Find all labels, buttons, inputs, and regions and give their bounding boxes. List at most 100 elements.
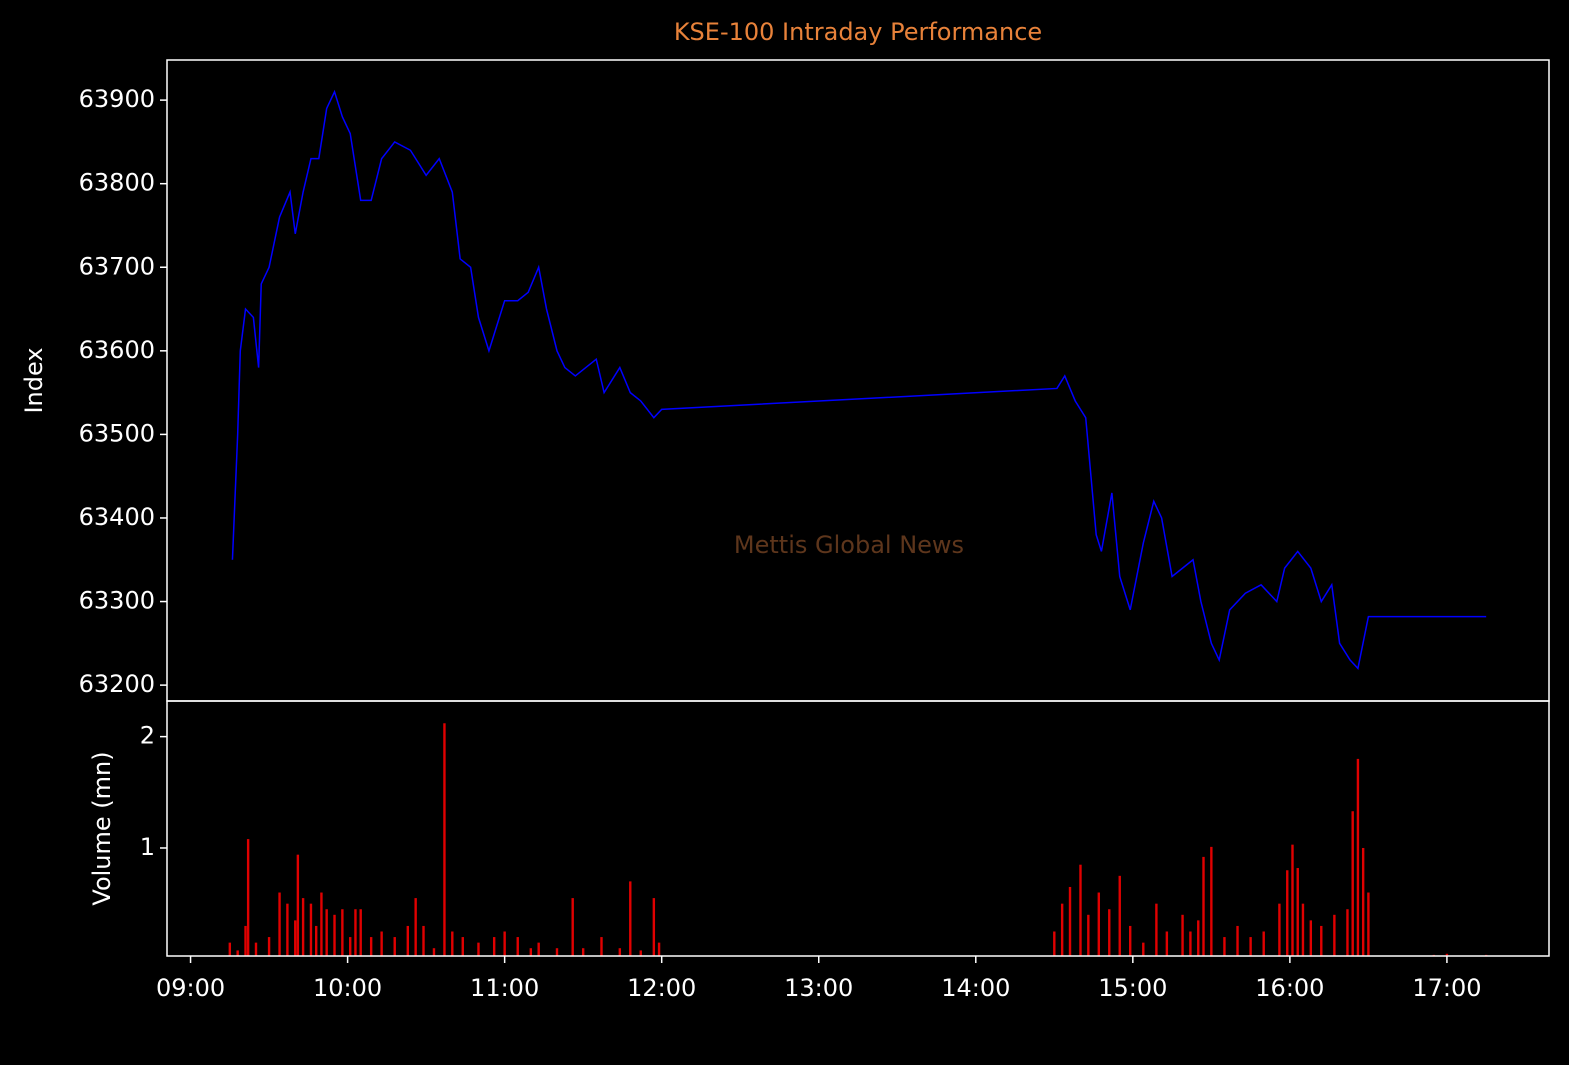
volume-bar (320, 892, 323, 956)
volume-bar (1361, 847, 1365, 956)
x-tick-label: 13:00 (784, 974, 853, 1002)
volume-bar (1189, 931, 1192, 956)
index-line (231, 89, 1487, 670)
volume-bar (228, 942, 232, 956)
x-tick-label: 12:00 (627, 974, 696, 1002)
volume-bar (349, 937, 352, 956)
volume-bar (244, 925, 247, 956)
y-tick-label: 63900 (79, 85, 155, 113)
volume-bar (236, 950, 239, 956)
volume-bar (1060, 903, 1064, 956)
volume-bar (359, 909, 362, 956)
volume-bar (443, 723, 446, 956)
volume-bar (432, 948, 436, 956)
volume-bar (1142, 942, 1145, 956)
volume-bar (1445, 953, 1449, 956)
volume-bar (1068, 886, 1072, 956)
volume-bar (278, 892, 281, 956)
volume-bar (414, 898, 417, 956)
volume-bar (254, 942, 258, 956)
volume-bar (1291, 844, 1294, 956)
volume-bar (581, 948, 585, 956)
volume-bar (309, 903, 313, 956)
watermark: Mettis Global News (734, 531, 964, 559)
y-tick-label: 63500 (79, 419, 155, 447)
volume-bar (406, 925, 410, 956)
chart-title: KSE-100 Intraday Performance (674, 18, 1042, 46)
y-tick-label: 63200 (79, 670, 155, 698)
axes-frame (166, 59, 1550, 702)
y-tick-label: 1 (140, 833, 155, 861)
volume-bar (1108, 909, 1111, 956)
y-tick-label: 63700 (79, 252, 155, 280)
volume-bar (629, 881, 632, 956)
volume-bar (380, 931, 383, 956)
volume-bar (529, 948, 533, 956)
volume-bar (555, 948, 559, 956)
volume-bar (296, 854, 300, 956)
x-tick-label: 17:00 (1412, 974, 1481, 1002)
volume-bar (1286, 870, 1289, 956)
volume-bar (1301, 903, 1305, 956)
volume-bar (1356, 758, 1360, 956)
volume-bar (1249, 937, 1252, 956)
volume-bar (1320, 925, 1323, 956)
y-tick-label: 63800 (79, 169, 155, 197)
volume-bar (1129, 925, 1132, 956)
x-tick-label: 16:00 (1255, 974, 1324, 1002)
x-tick-label: 15:00 (1098, 974, 1167, 1002)
volume-bar (393, 937, 396, 956)
volume-bar (1118, 875, 1121, 956)
x-tick-label: 10:00 (313, 974, 382, 1002)
x-tick-label: 11:00 (470, 974, 539, 1002)
volume-bar (503, 931, 506, 956)
volume-bar (516, 937, 519, 956)
volume-bar (422, 925, 425, 956)
y-axis-label: Index (20, 347, 48, 413)
x-tick-label: 14:00 (941, 974, 1010, 1002)
volume-bar (267, 937, 271, 956)
volume-bar (1202, 856, 1205, 956)
volume-bar (1367, 892, 1370, 956)
volume-bar (1155, 903, 1158, 956)
volume-bar (1210, 846, 1213, 956)
axes-frame (166, 700, 1550, 957)
volume-bar (1346, 909, 1349, 956)
volume-bar (657, 942, 661, 956)
volume-bar (1223, 937, 1226, 956)
y-tick-label: 63400 (79, 503, 155, 531)
volume-bar (341, 909, 344, 956)
volume-bar (286, 903, 289, 956)
x-tick-label: 09:00 (156, 974, 225, 1002)
volume-bar (314, 925, 318, 956)
volume-bar (1333, 914, 1336, 956)
volume-bar (301, 898, 305, 956)
volume-bar (325, 909, 328, 956)
volume-bar (1197, 920, 1200, 956)
volume-bar (1087, 914, 1090, 956)
volume-bar (369, 937, 373, 956)
volume-bar (639, 950, 642, 956)
volume-bar (461, 937, 464, 956)
volume-bar (246, 839, 250, 956)
volume-bar (1278, 903, 1281, 956)
volume-bar (1053, 931, 1056, 956)
y-axis-label: Volume (mn) (88, 751, 116, 905)
volume-bar (1181, 914, 1184, 956)
volume-bar (600, 937, 603, 956)
volume-bar (1165, 931, 1169, 956)
y-tick-label: 63300 (79, 587, 155, 615)
volume-bar (477, 942, 480, 956)
volume-bar (1079, 864, 1082, 956)
volume-bar (537, 942, 540, 956)
volume-bar (1097, 892, 1101, 956)
volume-bar (1351, 811, 1354, 956)
volume-bar (618, 948, 622, 956)
volume-bar (354, 909, 357, 956)
volume-bar (1309, 920, 1313, 956)
volume-bar (1296, 868, 1299, 956)
volume-bar (571, 898, 574, 956)
volume-bar (1262, 931, 1265, 956)
